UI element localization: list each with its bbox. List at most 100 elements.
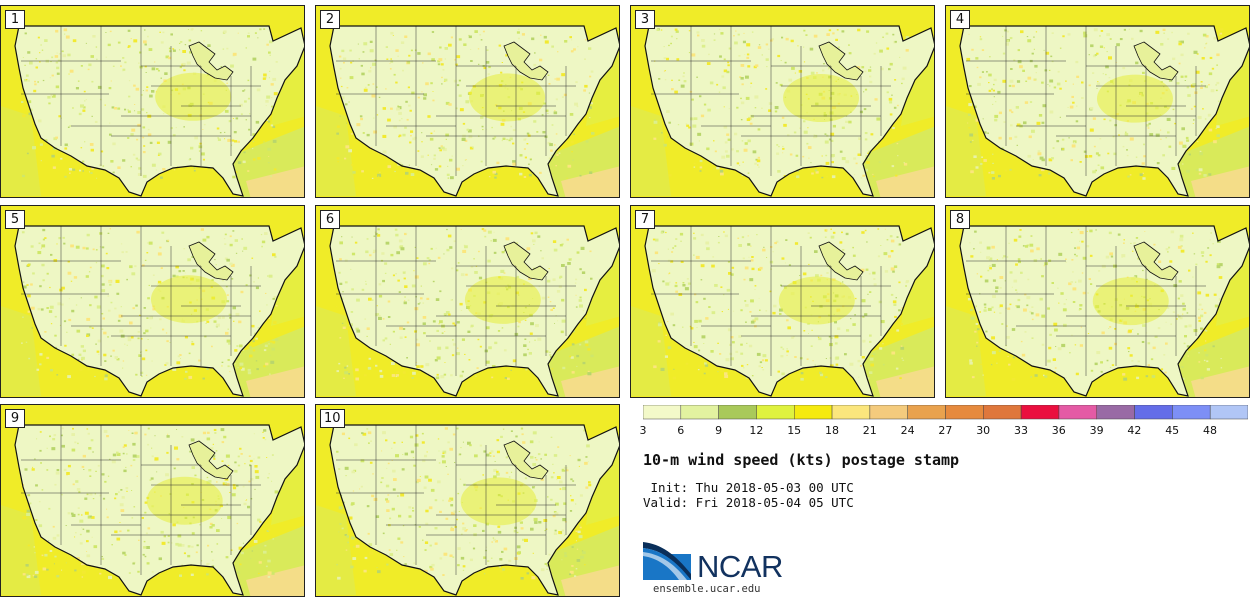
wind-speckle [550,149,553,152]
wind-speckle [1195,169,1199,171]
wind-speckle [1137,257,1140,260]
wind-speckle [693,232,695,234]
wind-speckle [517,551,521,554]
wind-speckle [729,343,732,346]
wind-speckle [105,32,107,33]
wind-speckle [441,146,445,150]
wind-speckle [240,290,244,294]
wind-speckle [974,330,977,333]
wind-speckle [1160,138,1162,140]
wind-speckle [465,273,468,276]
wind-speckle [723,69,728,73]
wind-speckle [548,157,552,160]
wind-speckle [891,165,895,168]
wind-speckle [206,437,211,441]
wind-speckle [1135,156,1138,158]
wind-speckle [1100,30,1104,32]
wind-speckle [545,109,549,112]
wind-speckle [144,501,148,504]
wind-speckle [723,58,726,61]
wind-speckle [502,137,506,140]
wind-speckle [669,281,671,283]
wind-speckle [999,287,1002,289]
wind-speckle [375,567,377,569]
wind-speckle [397,279,400,282]
wind-speckle [544,562,548,565]
wind-speckle [131,272,136,276]
wind-speckle [667,346,672,350]
wind-speckle [482,474,484,476]
wind-speckle [896,236,899,238]
wind-speckle [1137,333,1139,335]
wind-speckle [1088,84,1091,87]
wind-speckle [409,141,412,144]
wind-speckle [372,151,375,153]
wind-speckle [411,377,414,379]
wind-speckle [1162,154,1165,157]
wind-speckle [22,316,24,318]
wind-speckle [869,291,872,293]
wind-speckle [1015,305,1017,307]
wind-speckle [547,279,551,283]
wind-speckle [588,106,592,110]
wind-speckle [493,538,496,541]
wind-speckle [267,571,272,575]
wind-speckle [80,147,83,149]
ocean-wind-band [1191,366,1249,397]
wind-speckle [1160,129,1162,131]
wind-speckle [91,115,93,117]
wind-speckle [189,51,192,54]
wind-speckle [858,376,860,378]
site-url[interactable]: ensemble.ucar.edu [653,583,761,595]
wind-speckle [97,85,102,89]
wind-speckle [1093,28,1098,32]
wind-speckle [375,232,379,236]
wind-speckle [458,79,461,82]
wind-speckle [42,148,45,151]
wind-speckle [761,107,763,109]
wind-speckle [422,316,427,319]
wind-speckle [167,535,170,537]
wind-speckle [258,572,260,575]
wind-speckle [563,93,567,97]
wind-speckle [761,54,763,56]
wind-speckle [1086,230,1088,232]
wind-speckle [263,550,267,554]
member-number-label: 8 [950,210,970,229]
wind-speckle [414,136,417,139]
wind-speckle [94,120,98,123]
wind-speckle [95,46,98,48]
wind-speckle [1041,81,1044,84]
wind-speckle [482,30,485,33]
wind-speckle [724,374,729,378]
wind-speckle [468,359,471,361]
wind-speckle [133,39,138,43]
wind-speckle [503,349,507,352]
wind-speckle [823,63,825,65]
wind-speckle [488,176,491,178]
wind-speckle [1075,105,1078,107]
wind-speckle [143,145,146,147]
wind-speckle [373,497,378,501]
wind-speckle [262,437,265,439]
wind-speckle [1200,314,1204,318]
wind-speckle [340,96,345,100]
wind-speckle [1204,85,1208,89]
wind-speckle [540,568,545,572]
wind-speckle [980,338,983,340]
wind-speckle [430,132,433,135]
wind-speckle [762,248,766,252]
wind-speckle [1082,256,1087,260]
wind-speckle [500,122,505,126]
wind-speckle [588,483,592,487]
wind-speckle [532,431,537,435]
wind-speckle [160,41,164,44]
wind-speckle [438,58,443,62]
wind-speckle [1024,331,1027,333]
wind-speckle [1017,298,1021,302]
wind-speckle [557,446,560,448]
wind-speckle [1199,150,1202,153]
wind-speckle [422,302,425,304]
wind-speckle [703,297,706,300]
wind-speckle [164,364,167,366]
